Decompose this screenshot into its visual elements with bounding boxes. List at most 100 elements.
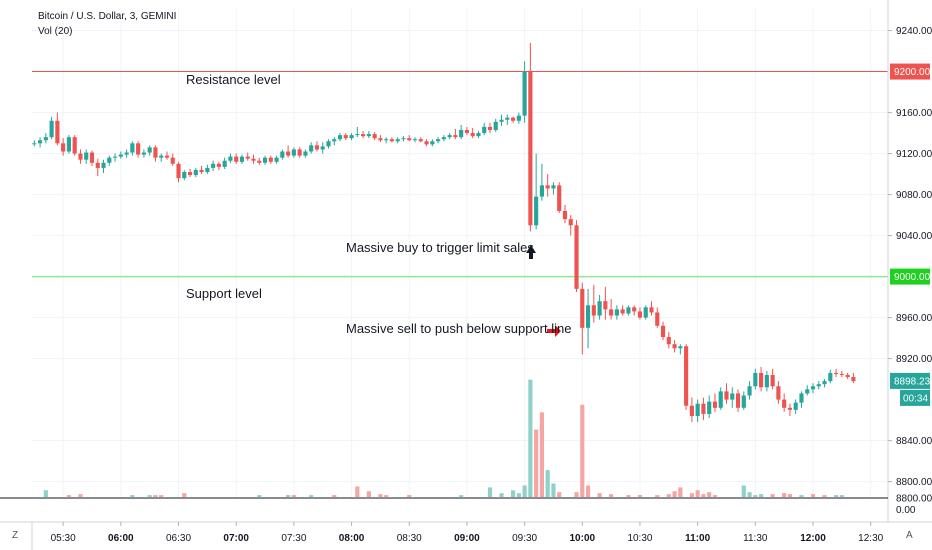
candle-body [337,135,343,140]
last-price-tag-bg [890,372,930,389]
candle-body [280,151,285,158]
volume-baseline-label: 8800.00 [896,494,932,505]
candle-body [378,138,383,141]
volume-bar [487,487,493,497]
volume-bar [655,495,660,497]
candle-body [735,393,741,408]
volume-bar [528,379,533,497]
candle-body [551,185,556,189]
candle-body [499,119,504,122]
volume-bar [407,495,412,497]
candle-body [459,129,464,138]
last-price-tag: 8898.23 [894,376,931,387]
y-tick-label: 9160.00 [896,108,932,119]
candle-body [43,137,48,141]
candle-body [782,399,787,408]
volume-bar [499,493,504,497]
resistance-price-tag: 9200.00 [894,67,931,78]
candle-body [309,145,314,152]
candle-body [297,149,302,156]
candle-body [753,372,758,387]
candle-body [851,377,856,382]
candle-body [216,163,221,167]
candle-body [187,172,193,176]
volume-bar [787,494,793,497]
y-tick-label: 8920.00 [896,354,932,365]
candle-body [37,140,43,144]
candle-body [741,395,746,408]
candle-body [505,117,510,120]
candle-body [130,143,135,153]
candle-body [626,307,631,314]
candle-body [436,139,441,142]
x-tick-label: 09:30 [512,533,537,544]
candle-body [262,157,268,163]
candle-body [441,137,446,140]
candle-body [424,141,429,145]
candle-body [84,152,89,160]
symbol-title[interactable]: Bitcoin / U.S. Dollar, 3, GEMINI [38,11,177,22]
candle-body [487,126,493,130]
candle-body [343,135,348,139]
candle-body [534,196,539,226]
candle-body [510,117,516,121]
candle-body [574,225,579,289]
candle-body [182,172,187,179]
chart-legend-header: Bitcoin / U.S. Dollar, 3, GEMINI Vol (20… [38,9,176,39]
volume-bar [626,495,631,497]
candle-body [580,288,585,328]
candle-body [707,401,712,414]
arrow-up-icon [526,245,536,259]
candle-body [689,405,694,416]
candle-body [816,384,821,387]
volume-bar [585,485,591,497]
candle-body [845,374,850,378]
candle-body [516,115,521,121]
candle-body [562,210,568,220]
candle-body [141,152,146,155]
volume-bar [707,492,712,497]
candle-body [228,156,233,161]
candle-body [660,325,666,338]
buy-annotation: Massive buy to trigger limit sales [346,240,534,255]
candle-body [418,139,423,142]
y-tick-label: 9080.00 [896,190,932,201]
volume-bar [672,491,677,497]
x-axis-tick-labels: 05:30 06:00 06:30 07:00 07:30 08:00 08:30 09:00… [51,522,884,544]
auto-scale-toggle-label[interactable]: A [906,530,913,541]
volume-bar [309,495,314,497]
candle-body [493,121,498,130]
candle-body [193,169,198,176]
countdown-tag-bg [900,389,930,406]
zoom-toggle-label[interactable]: Z [12,530,19,541]
volume-bar [257,495,262,497]
candle-body [620,309,625,314]
x-tick-label: 12:00 [800,533,826,544]
volume-bar [355,486,360,497]
candle-body [274,157,279,162]
candle-body [591,305,596,316]
candle-body [372,134,377,139]
candle-body [326,141,331,147]
candle-body [839,373,844,375]
y-tick-label: 8840.00 [896,436,932,447]
volume-bar [701,494,706,497]
x-tick-label: 09:00 [454,533,480,544]
volume-bar [747,492,752,497]
candle-body [66,137,71,152]
x-tick-label: 06:00 [108,533,134,544]
resistance-annotation: Resistance level [186,72,281,87]
candle-body [718,391,723,408]
volume-bar [545,470,550,497]
candle-body [609,309,614,316]
candle-body [447,135,452,138]
candle-body [482,126,487,134]
candle-body [61,143,66,152]
candle-body [245,156,250,159]
volume-indicator-label[interactable]: Vol (20) [38,26,73,37]
candle-body [176,163,181,179]
candle-body [568,219,573,226]
candle-body [314,145,320,150]
